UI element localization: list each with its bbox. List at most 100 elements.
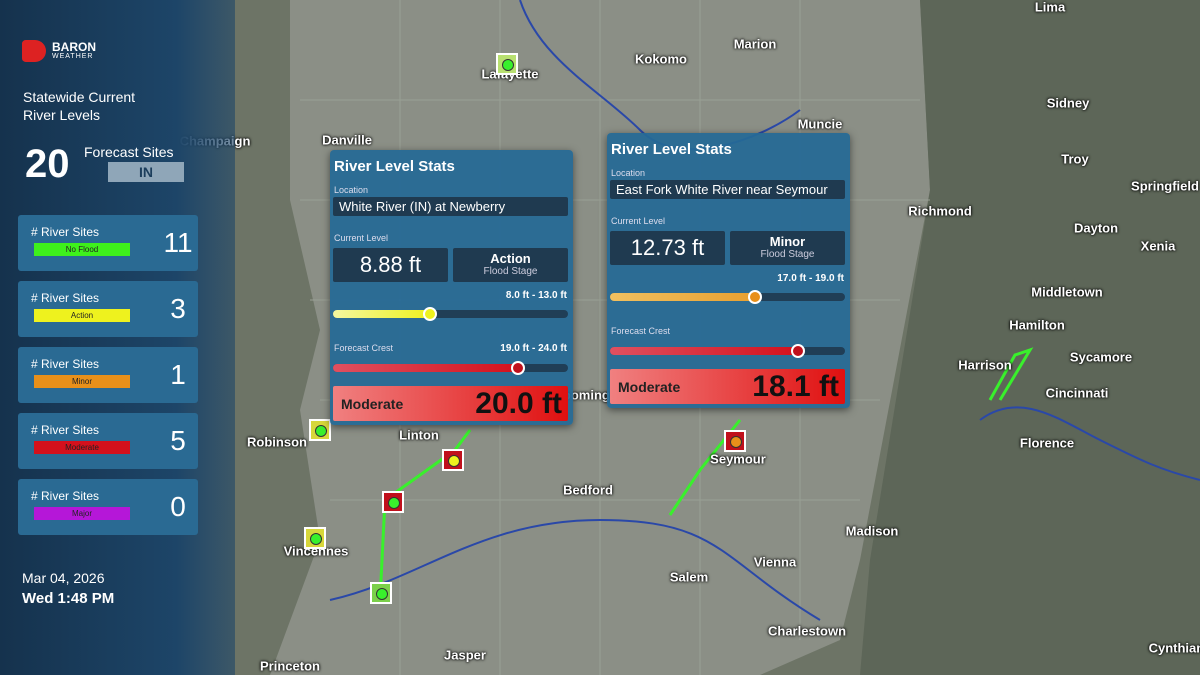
current-fill [610,293,755,301]
location-label: Location [334,185,369,195]
current-label: Current Level [611,216,666,226]
map-label: Lima [1034,0,1066,15]
state-badge: IN [108,162,184,182]
group-card: # River Sites Major 0 [18,479,198,535]
map-label: Kokomo [635,51,687,67]
map-label: Muncie [797,116,843,132]
stage-label: Flood Stage [760,249,815,260]
site-dot [502,59,514,71]
site-marker [724,430,746,452]
map-label: Danville [322,132,372,148]
crest-box: Moderate 18.1 ft [610,369,845,404]
map-label: Salem [669,569,709,585]
map-label: Middletown [1031,284,1103,300]
logo-mark [22,40,46,62]
crest-fill [610,347,798,355]
site-marker [309,419,331,441]
group-label: # River Sites [31,423,100,437]
map-label: Sycamore [1069,349,1133,365]
date: Mar 04, 2026 [22,570,105,586]
group-card: # River Sites Minor 1 [18,347,198,403]
current-knob [748,290,762,304]
group-label: # River Sites [31,489,100,503]
site-dot [376,588,388,600]
map-label: Vincennes [283,543,349,559]
map-label: Madison [845,523,899,539]
popup-title: River Level Stats [611,141,732,158]
group-label: # River Sites [31,225,100,239]
crest-label: Forecast Crest [334,343,394,353]
location-label: Location [611,168,646,178]
stage-box: Action Flood Stage [453,248,568,282]
group-count: 5 [170,425,186,456]
site-count: 20 [25,142,70,186]
level-badge: Minor [34,375,130,388]
current-track [610,290,845,304]
current-box: 12.73 ft [610,231,725,265]
stage: Minor [769,234,806,249]
crest-stage: Moderate [341,396,404,412]
map-label: Harrison [958,357,1012,373]
site-dot [315,425,327,437]
brand-name: BARON [52,40,96,54]
level-badge: Moderate [34,441,130,454]
group-count: 1 [170,359,186,390]
current-range: 17.0 ft - 19.0 ft [777,273,844,284]
map-label: Linton [399,427,439,443]
level-badge: Action [34,309,130,322]
site-marker [304,527,326,549]
site-marker [370,582,392,604]
group-count: 11 [163,227,193,258]
stats-popup: River Level Stats Location East Fork White… [607,133,850,408]
time: Wed 1:48 PM [22,590,115,607]
stage: Action [490,251,531,266]
map-label: Bedford [563,482,613,498]
site-marker [496,53,518,75]
map-label: Hamilton [1009,317,1065,333]
crest-track [333,361,568,375]
title-line: River Levels [23,107,101,123]
group-label: # River Sites [31,357,100,371]
level-badge: No Flood [34,243,130,256]
stage-label: Flood Stage [483,266,538,277]
site-dot [730,436,742,448]
site-marker [442,449,464,471]
popup-title: River Level Stats [334,158,455,175]
group-card: # River Sites Moderate 5 [18,413,198,469]
brand-sub: WEATHER [52,53,94,60]
stage-box: Minor Flood Stage [730,231,845,265]
crest-stage: Moderate [618,379,681,395]
map-label: Robinson [247,434,307,450]
map-label: Seymour [710,451,766,467]
site-dot [310,533,322,545]
count-label: Forecast Sites [84,144,174,160]
crest-knob [791,344,805,358]
site-dot [388,497,400,509]
group-card: # River Sites No Flood 11 [18,215,198,271]
map-label: Charlestown [767,623,847,639]
map-label: Princeton [260,658,320,674]
stats-popup: River Level Stats Location White River (IN… [330,150,573,425]
map-label: Dayton [1073,220,1119,236]
group-card: # River Sites Action 3 [18,281,198,337]
current-range: 8.0 ft - 13.0 ft [505,290,567,301]
map-label: Jasper [444,647,486,663]
crest-value: 18.1 ft [752,370,839,403]
crest-track [610,344,845,358]
group-count: 0 [170,491,186,522]
location-box: White River (IN) at Newberry [333,197,568,216]
crest-value: 20.0 ft [475,387,562,420]
map-label: Cynthiana [1148,640,1200,656]
sidebar: BARON WEATHER Statewide Current River Level… [0,0,235,675]
location-box: East Fork White River near Seymour [610,180,845,199]
group-count: 3 [170,293,186,324]
crest-fill [333,364,518,372]
map-label: Vienna [753,554,797,570]
crest-knob [511,361,525,375]
neighbor-area [860,0,1200,675]
map-label: Florence [1019,435,1075,451]
title-line: Statewide Current [23,89,136,105]
level-badge: Major [34,507,130,520]
crest-box: Moderate 20.0 ft [333,386,568,421]
